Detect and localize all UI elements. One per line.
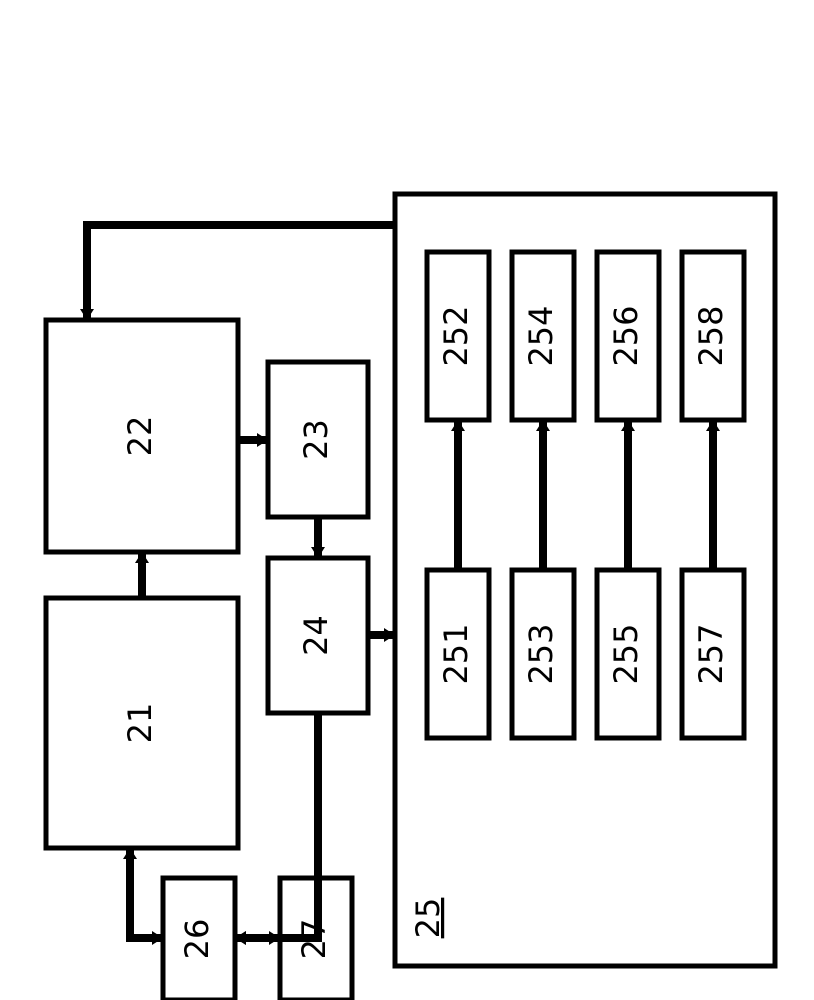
label-23: 23 xyxy=(297,419,335,460)
label-251: 251 xyxy=(437,623,475,684)
label-255: 255 xyxy=(607,623,645,684)
label-21: 21 xyxy=(121,703,159,744)
label-258: 258 xyxy=(692,305,730,366)
label-256: 256 xyxy=(607,305,645,366)
arrow xyxy=(130,848,163,938)
label-253: 253 xyxy=(522,623,560,684)
label-27: 27 xyxy=(295,919,333,960)
label-24: 24 xyxy=(297,615,335,656)
label-252: 252 xyxy=(437,305,475,366)
arrow xyxy=(87,225,395,320)
label-25: 25 xyxy=(409,898,447,939)
label-254: 254 xyxy=(522,305,560,366)
label-257: 257 xyxy=(692,623,730,684)
label-22: 22 xyxy=(121,416,159,457)
label-26: 26 xyxy=(178,919,216,960)
